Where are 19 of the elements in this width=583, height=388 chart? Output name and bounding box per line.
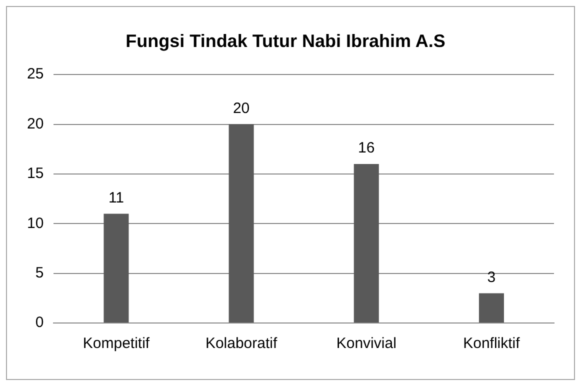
- x-tick-label: Konvivial: [336, 335, 396, 352]
- x-tick-label: Konfliktif: [463, 335, 521, 352]
- bar: [354, 164, 379, 322]
- data-label: 3: [487, 268, 496, 286]
- y-tick-label: 15: [26, 165, 44, 182]
- y-tick-label: 0: [35, 314, 44, 332]
- bar: [104, 214, 129, 322]
- y-tick-label: 20: [26, 115, 44, 132]
- x-tick-label: Kolaboratif: [205, 335, 278, 352]
- bar: [478, 293, 504, 322]
- y-tick-label: 5: [35, 264, 44, 282]
- data-label: 16: [358, 140, 375, 157]
- y-tick-label: 10: [26, 214, 44, 232]
- y-tick-label: 25: [26, 66, 44, 83]
- data-label: 20: [232, 100, 250, 117]
- data-label: 11: [108, 189, 124, 206]
- bar: [228, 124, 254, 322]
- chart-title: Fungsi Tindak Tutur Nabi Ibrahim A.S: [126, 30, 446, 51]
- x-tick-label: Kompetitif: [82, 335, 150, 352]
